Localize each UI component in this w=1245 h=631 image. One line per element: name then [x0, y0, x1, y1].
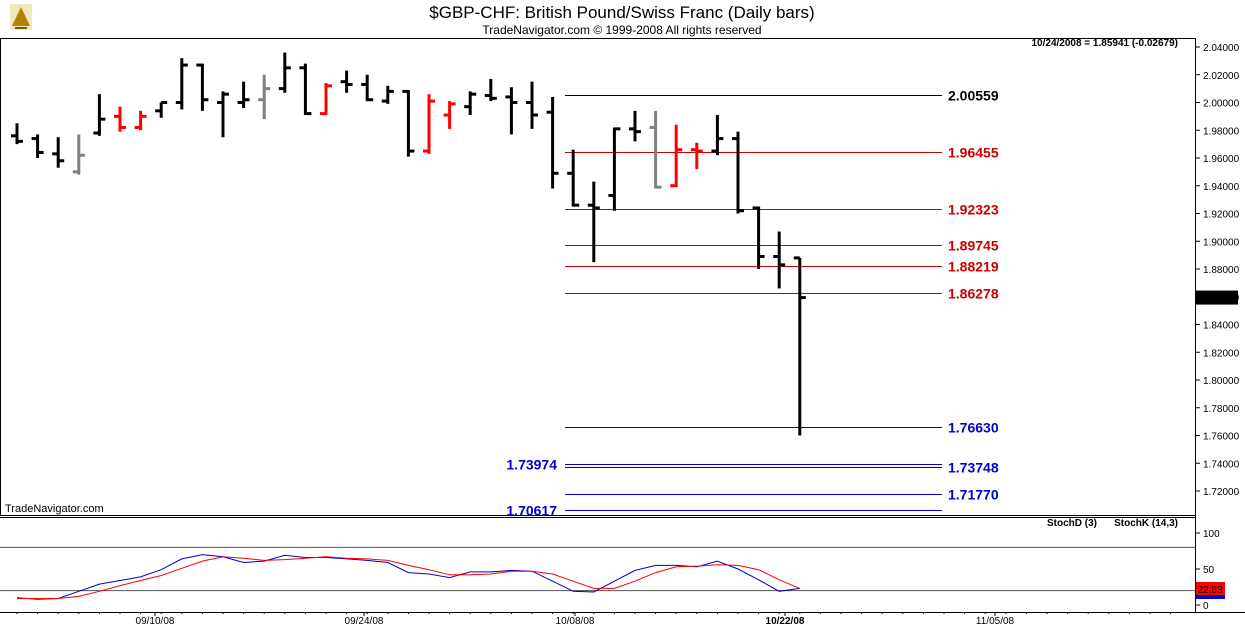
ohlc-bar	[31, 134, 44, 158]
ohlc-bar	[690, 142, 703, 170]
retracement-label: 1.92323	[948, 202, 999, 218]
copyright-notice: TradeNavigator.com © 1999-2008 All right…	[482, 23, 761, 37]
retracement-label: 1.71770	[948, 487, 999, 503]
price-tick-label: 2.00000	[1203, 99, 1240, 110]
date-tick-label: 09/10/08	[136, 616, 175, 627]
last-price-value: 1.85941	[1199, 294, 1236, 305]
retracement-label: 1.73974	[506, 457, 557, 473]
ohlc-bar	[175, 58, 188, 110]
price-tick-label: 1.76000	[1203, 432, 1240, 443]
ohlc-bar	[381, 85, 394, 104]
retracement-label: 2.00559	[948, 88, 999, 104]
stoch-k-legend: StochK (14,3)	[1114, 518, 1178, 529]
stochastic-axis: 100 50 0	[0, 529, 1220, 612]
ohlc-bar	[196, 63, 209, 111]
date-tick-label: 11/05/08	[976, 616, 1015, 627]
last-price-tag: 1.85941	[1196, 290, 1238, 305]
date-tick-label: 10/08/08	[556, 616, 595, 627]
ohlc-bar	[711, 114, 724, 156]
retracement-label: 1.96455	[948, 145, 999, 161]
price-tick-label: 1.74000	[1203, 459, 1240, 470]
stoch-tick-label: 0	[1203, 601, 1209, 612]
ohlc-bar	[11, 123, 23, 145]
ohlc-bar	[217, 91, 229, 138]
price-tick-label: 1.96000	[1203, 154, 1240, 165]
stoch-series-line	[17, 556, 800, 599]
stoch-d-legend: StochD (3)	[1047, 518, 1097, 529]
ohlc-bar	[258, 74, 271, 120]
ohlc-bar	[423, 94, 435, 154]
retracement-label: 1.73748	[948, 460, 999, 476]
date-tick-label: 10/22/08	[766, 616, 805, 627]
retracement-label: 1.70617	[506, 503, 557, 519]
price-tick-label: 1.82000	[1203, 348, 1240, 359]
date-axis: 09/10/08 09/24/08 10/08/08 11/05/08 10/22/08	[16, 612, 1172, 627]
stoch-last-tag: 22.83	[1196, 582, 1225, 599]
price-tick-label: 1.84000	[1203, 321, 1240, 332]
retracement-label: 1.89745	[948, 238, 999, 254]
ohlc-bar	[793, 256, 806, 436]
ohlc-bar	[732, 131, 744, 214]
retracement-label: 1.88219	[948, 259, 999, 275]
price-tick-label: 1.92000	[1203, 210, 1240, 221]
ohlc-bar	[526, 81, 538, 129]
price-panel-frame	[0, 38, 1196, 516]
ohlc-bar	[443, 101, 456, 129]
price-tick-label: 1.94000	[1203, 182, 1240, 193]
ohlc-bar	[114, 106, 126, 132]
stoch-last-value: 22.83	[1197, 585, 1222, 596]
ohlc-bar	[546, 96, 559, 189]
ohlc-bar	[134, 110, 147, 131]
retracement-label: 1.76630	[948, 420, 999, 436]
stochastic-lines	[16, 554, 800, 600]
ohlc-bar	[278, 52, 291, 93]
price-tick-label: 1.80000	[1203, 376, 1240, 387]
price-bars	[11, 52, 806, 436]
ohlc-bar	[464, 91, 477, 115]
price-tick-label: 2.02000	[1203, 71, 1240, 82]
stoch-series-line	[16, 554, 800, 600]
ohlc-bar	[72, 134, 85, 175]
price-tick-label: 1.88000	[1203, 265, 1240, 276]
ohlc-bar	[402, 89, 415, 157]
date-tick-label: 09/24/08	[345, 616, 384, 627]
price-tick-label: 2.04000	[1203, 43, 1240, 54]
ohlc-bar	[93, 94, 106, 136]
ohlc-bar	[237, 81, 250, 109]
ohlc-bar	[567, 149, 580, 207]
retracement-label: 1.86278	[948, 286, 999, 302]
ohlc-bar	[320, 83, 332, 116]
ohlc-bar	[505, 87, 518, 135]
price-tick-label: 1.90000	[1203, 237, 1240, 248]
price-tick-label: 1.78000	[1203, 404, 1240, 415]
ohlc-bar	[52, 137, 65, 168]
price-tick-label: 1.98000	[1203, 126, 1240, 137]
ohlc-bar	[649, 110, 662, 189]
price-tick-label: 1.72000	[1203, 487, 1240, 498]
ohlc-bar	[752, 206, 765, 269]
trade-navigator-logo	[10, 4, 32, 30]
ohlc-bar	[629, 110, 641, 142]
ohlc-bar	[670, 124, 683, 188]
ohlc-bar	[484, 78, 497, 102]
ohlc-bar	[608, 127, 621, 211]
ohlc-bar	[361, 74, 374, 102]
ohlc-bar	[299, 63, 312, 116]
price-readout: 10/24/2008 = 1.85941 (-0.02679)	[1031, 38, 1178, 49]
chart-title: $GBP-CHF: British Pound/Swiss Franc (Dai…	[429, 3, 814, 22]
ohlc-bar	[340, 70, 353, 93]
price-axis: 2.04000 2.02000 2.00000 1.98000 1.96000 1.940…	[1195, 43, 1240, 498]
stoch-tick-label: 100	[1203, 529, 1220, 540]
ohlc-bar	[587, 181, 600, 263]
stoch-tick-label: 50	[1203, 565, 1215, 576]
ohlc-bar	[155, 101, 168, 118]
retracement-levels: 2.00559 1.96455 1.92323 1.89745 1.88219 1.862…	[506, 88, 998, 519]
watermark-text: TradeNavigator.com	[5, 503, 104, 515]
ohlc-bar	[773, 231, 786, 289]
